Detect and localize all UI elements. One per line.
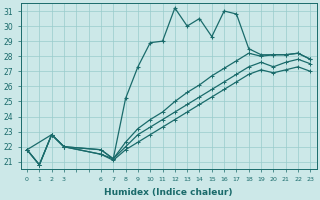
X-axis label: Humidex (Indice chaleur): Humidex (Indice chaleur)	[104, 188, 233, 197]
